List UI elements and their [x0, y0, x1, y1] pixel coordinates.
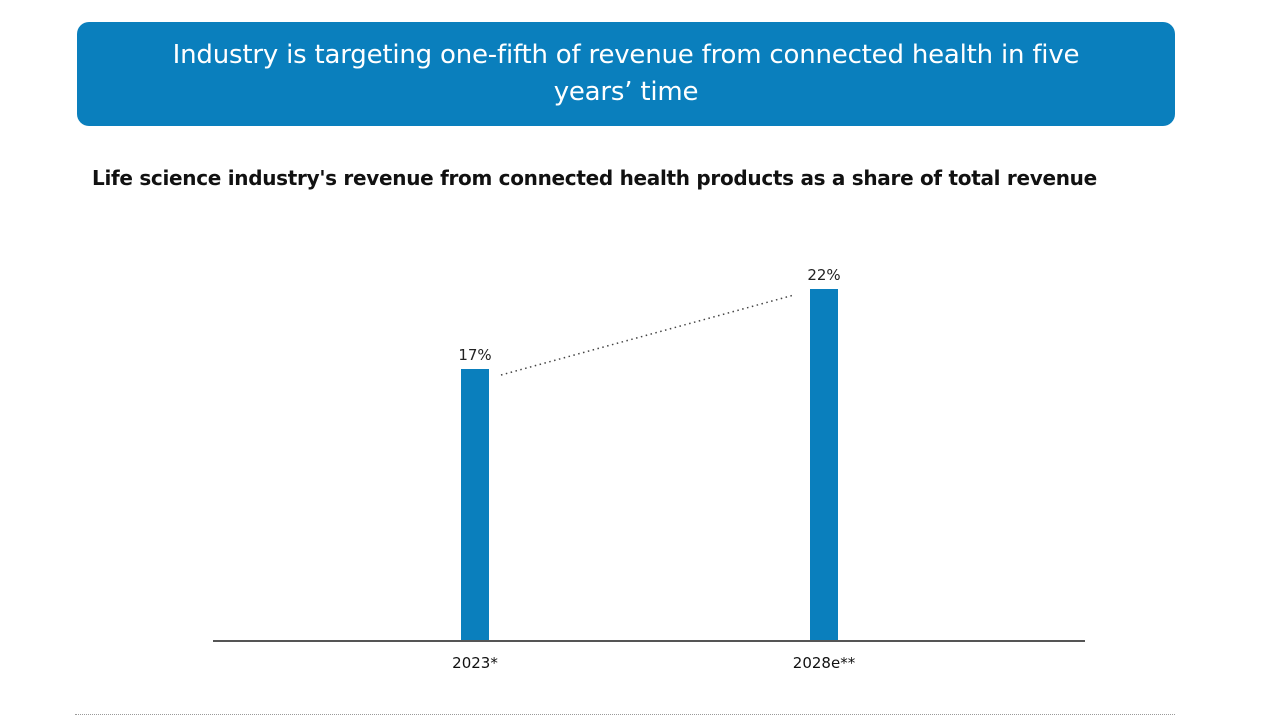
x-tick-label-0: 2023*	[452, 654, 498, 672]
bar-0	[461, 369, 489, 641]
x-tick-label-1: 2028e**	[793, 654, 856, 672]
bar-1	[810, 289, 838, 641]
footer-divider	[75, 714, 1175, 715]
headline-title: Industry is targeting one-fifth of reven…	[172, 40, 1080, 107]
headline-banner: Industry is targeting one-fifth of reven…	[77, 22, 1175, 126]
chart-title: Life science industry's revenue from con…	[92, 166, 1097, 190]
data-label-0: 17%	[458, 346, 491, 364]
trend-line	[500, 294, 795, 376]
data-label-1: 22%	[807, 266, 840, 284]
